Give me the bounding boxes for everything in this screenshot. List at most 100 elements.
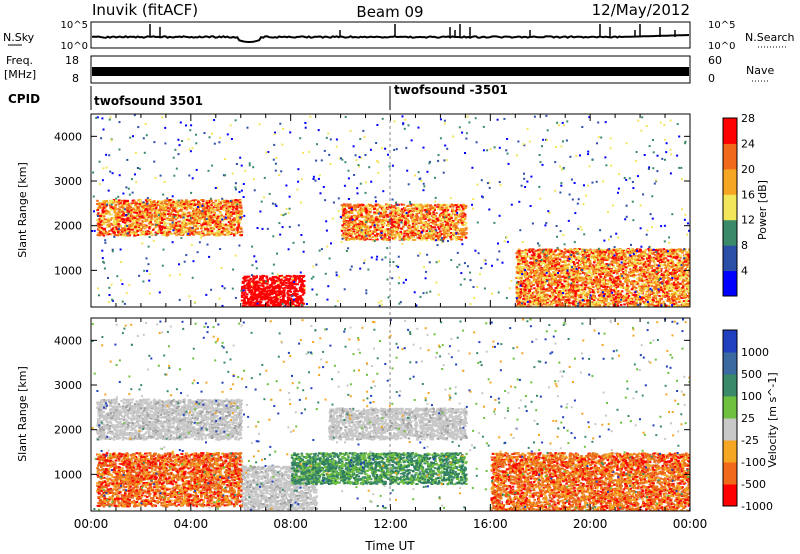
range-cell xyxy=(245,287,248,290)
range-cell xyxy=(371,236,374,238)
range-cell xyxy=(415,223,418,226)
range-cell xyxy=(135,231,138,234)
range-cell xyxy=(101,211,105,214)
range-cell xyxy=(383,209,386,212)
range-cell xyxy=(168,215,171,217)
range-cell xyxy=(269,284,272,287)
range-cell xyxy=(208,231,212,234)
range-cell xyxy=(659,251,662,254)
range-cell xyxy=(375,238,378,241)
range-cell xyxy=(461,218,465,220)
range-cell xyxy=(580,296,583,299)
range-cell xyxy=(254,285,257,288)
range-cell xyxy=(279,286,282,289)
range-cell xyxy=(119,201,122,204)
range-cell xyxy=(407,221,410,224)
range-cell xyxy=(244,277,247,280)
range-cell xyxy=(228,203,232,206)
range-cell xyxy=(233,217,236,219)
range-cell xyxy=(215,222,218,225)
range-cell xyxy=(138,211,141,213)
range-cell xyxy=(243,296,246,299)
range-cell xyxy=(191,210,195,212)
range-cell xyxy=(151,206,154,209)
range-cell xyxy=(645,260,648,263)
range-cell xyxy=(380,228,383,231)
range-cell xyxy=(166,222,169,225)
range-cell xyxy=(425,237,428,240)
range-cell xyxy=(401,215,404,218)
range-cell xyxy=(291,280,295,283)
range-cell xyxy=(282,297,285,300)
range-cell xyxy=(354,232,357,235)
range-cell xyxy=(451,237,454,240)
range-cell xyxy=(686,257,689,260)
range-cell xyxy=(243,287,246,290)
range-cell xyxy=(654,277,657,280)
range-cell xyxy=(210,215,214,218)
range-cell xyxy=(448,226,451,228)
range-cell xyxy=(277,303,281,306)
range-cell xyxy=(425,222,428,225)
range-cell xyxy=(437,207,440,210)
range-cell xyxy=(256,289,259,291)
range-cell xyxy=(252,297,255,299)
range-cell xyxy=(402,235,406,238)
range-cell xyxy=(406,234,410,237)
range-cell xyxy=(413,231,417,234)
range-cell xyxy=(378,221,381,224)
range-cell xyxy=(182,230,185,232)
range-cell xyxy=(295,305,298,307)
range-cell xyxy=(254,276,257,279)
range-cell xyxy=(114,201,117,204)
range-cell xyxy=(265,276,269,279)
range-cell xyxy=(413,216,416,219)
range-cell xyxy=(454,235,457,238)
range-cell xyxy=(217,218,221,221)
range-cell xyxy=(421,205,424,208)
range-cell xyxy=(567,289,570,292)
range-cell xyxy=(421,229,424,232)
range-cell xyxy=(428,218,432,221)
range-cell xyxy=(432,214,436,216)
range-cell xyxy=(226,200,230,203)
range-cell xyxy=(192,199,196,202)
range-cell xyxy=(160,202,163,205)
range-cell xyxy=(538,288,541,290)
range-cell xyxy=(632,266,636,269)
range-cell xyxy=(207,205,210,208)
range-cell xyxy=(275,296,279,299)
range-cell xyxy=(236,214,240,216)
range-cell xyxy=(165,203,169,205)
range-cell xyxy=(272,304,275,307)
range-cell xyxy=(544,256,547,259)
range-cell xyxy=(342,212,345,215)
range-cell xyxy=(465,226,468,229)
range-cell xyxy=(275,295,278,298)
range-cell xyxy=(386,234,389,237)
range-cell xyxy=(460,235,464,238)
range-cell xyxy=(245,296,249,299)
range-cell xyxy=(253,293,256,296)
range-cell xyxy=(554,301,557,304)
range-cell xyxy=(246,279,250,282)
range-cell xyxy=(214,216,217,219)
range-cell xyxy=(279,301,282,304)
range-cell xyxy=(443,209,446,211)
range-cell xyxy=(365,219,368,222)
range-cell xyxy=(457,207,460,210)
range-cell xyxy=(553,255,557,258)
range-cell xyxy=(113,231,116,234)
range-cell xyxy=(223,205,226,208)
range-cell xyxy=(298,303,301,306)
range-cell xyxy=(367,220,370,223)
range-cell xyxy=(171,216,174,219)
range-cell xyxy=(394,215,397,218)
range-cell xyxy=(557,267,560,270)
range-cell xyxy=(406,232,409,235)
range-cell xyxy=(459,204,462,207)
range-cell xyxy=(434,220,437,223)
range-cell xyxy=(419,238,423,241)
range-cell xyxy=(102,206,106,209)
range-cell xyxy=(231,218,235,221)
